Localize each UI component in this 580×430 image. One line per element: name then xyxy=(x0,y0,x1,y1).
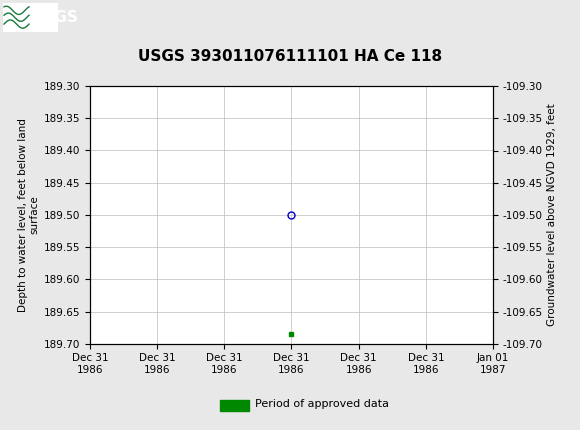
Y-axis label: Groundwater level above NGVD 1929, feet: Groundwater level above NGVD 1929, feet xyxy=(547,104,557,326)
Text: USGS 393011076111101 HA Ce 118: USGS 393011076111101 HA Ce 118 xyxy=(138,49,442,64)
Text: Period of approved data: Period of approved data xyxy=(255,399,389,409)
Y-axis label: Depth to water level, feet below land
surface: Depth to water level, feet below land su… xyxy=(18,118,39,312)
Bar xyxy=(3,3,58,32)
Text: USGS: USGS xyxy=(32,10,79,25)
